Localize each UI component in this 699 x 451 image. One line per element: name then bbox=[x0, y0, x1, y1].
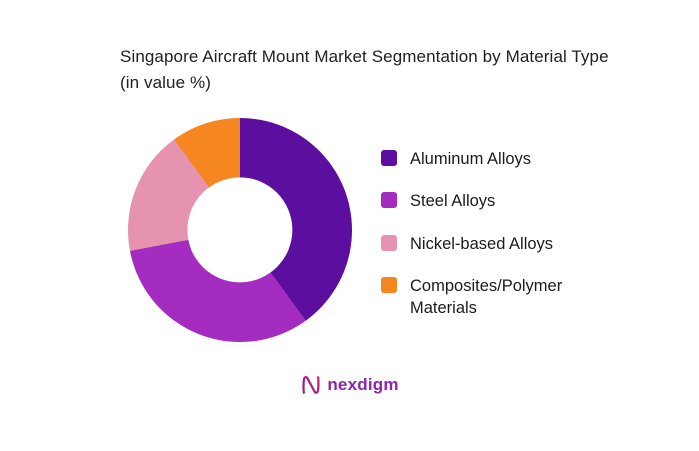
legend-item: Aluminum Alloys bbox=[381, 148, 600, 170]
legend-item: Composites/Polymer Materials bbox=[381, 275, 600, 320]
logo-text: nexdigm bbox=[327, 375, 399, 394]
chart-title: Singapore Aircraft Mount Market Segmenta… bbox=[120, 47, 609, 93]
legend-label: Aluminum Alloys bbox=[410, 150, 532, 168]
nexdigm-logo-icon bbox=[302, 376, 320, 394]
legend-swatch bbox=[381, 234, 397, 251]
legend-swatch bbox=[381, 150, 397, 166]
legend-label: Composites/Polymer Materials bbox=[410, 276, 563, 318]
donut-hole bbox=[187, 177, 293, 283]
legend-swatch bbox=[381, 192, 397, 209]
legend-item: Nickel-based Alloys bbox=[381, 233, 600, 255]
legend-item: Steel Alloys bbox=[381, 190, 600, 212]
legend-swatch bbox=[381, 276, 397, 293]
legend-label: Nickel-based Alloys bbox=[410, 234, 554, 253]
legend: Aluminum Alloys Steel Alloys Nickel-based … bbox=[381, 148, 600, 319]
logo: nexdigm bbox=[0, 374, 699, 396]
donut-chart bbox=[128, 118, 352, 342]
legend-label: Steel Alloys bbox=[410, 192, 496, 211]
